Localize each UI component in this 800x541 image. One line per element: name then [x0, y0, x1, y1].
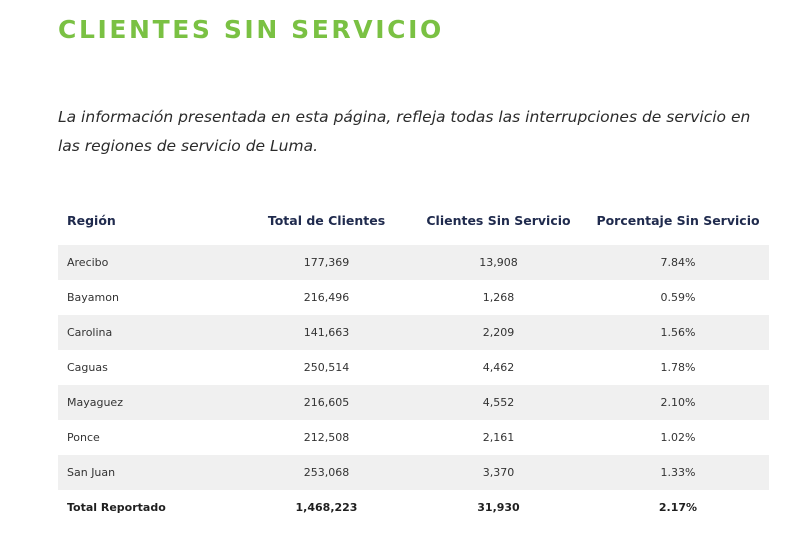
total-label: Total Reportado [58, 490, 243, 525]
cell-porcentaje: 1.78% [660, 361, 696, 374]
cell-clientes-sin-servicio: 13,908 [410, 245, 587, 280]
table-body: Arecibo 177,369 13,908 7.84% Bayamon 216… [58, 245, 769, 525]
cell-region: San Juan [58, 455, 243, 490]
cell-region: Arecibo [58, 245, 243, 280]
cell-total-clientes: 177,369 [243, 245, 410, 280]
cell-region: Mayaguez [58, 385, 243, 420]
cell-region: Carolina [58, 315, 243, 350]
total-row: Total Reportado 1,468,223 31,930 2.17% [58, 490, 769, 525]
cell-clientes-sin-servicio: 1,268 [482, 291, 515, 304]
cell-porcentaje: 7.84% [587, 245, 769, 280]
cell-total-clientes: 253,068 [243, 455, 410, 490]
table-row: Bayamon 216,496 1,268 0.59% [58, 280, 769, 315]
cell-porcentaje: 1.56% [587, 315, 769, 350]
cell-region: Ponce [67, 431, 100, 444]
cell-clientes-sin-servicio: 3,370 [410, 455, 587, 490]
header-porcentaje-sin-servicio: Porcentaje Sin Servicio [596, 212, 760, 228]
cell-total-clientes: 141,663 [243, 315, 410, 350]
header-region: Región [67, 212, 116, 228]
table-row: Carolina 141,663 2,209 1.56% [58, 315, 769, 350]
cell-region: Caguas [67, 361, 108, 374]
cell-total-clientes: 212,508 [303, 431, 350, 444]
header-clientes-sin-servicio: Clientes Sin Servicio [426, 212, 571, 228]
table-row: San Juan 253,068 3,370 1.33% [58, 455, 769, 490]
total-clientes-value: 1,468,223 [243, 490, 410, 525]
cell-region: Bayamon [67, 291, 119, 304]
page-title: CLIENTES SIN SERVICIO [58, 15, 444, 44]
cell-porcentaje: 1.33% [587, 455, 769, 490]
cell-total-clientes: 250,514 [303, 361, 350, 374]
outage-table: Región Total de Clientes Clientes Sin Se… [58, 195, 769, 525]
cell-clientes-sin-servicio: 4,462 [482, 361, 515, 374]
cell-clientes-sin-servicio: 2,161 [482, 431, 515, 444]
cell-total-clientes: 216,496 [303, 291, 350, 304]
table-row: Mayaguez 216,605 4,552 2.10% [58, 385, 769, 420]
table-header: Región Total de Clientes Clientes Sin Se… [58, 195, 769, 245]
total-porcentaje-value: 2.17% [587, 490, 769, 525]
cell-total-clientes: 216,605 [243, 385, 410, 420]
header-row: Región Total de Clientes Clientes Sin Se… [58, 195, 769, 245]
cell-clientes-sin-servicio: 2,209 [410, 315, 587, 350]
intro-text: La información presentada en esta página… [58, 108, 751, 155]
cell-clientes-sin-servicio: 4,552 [410, 385, 587, 420]
table-row: Caguas 250,514 4,462 1.78% [58, 350, 769, 385]
cell-porcentaje: 0.59% [660, 291, 696, 304]
table-row: Arecibo 177,369 13,908 7.84% [58, 245, 769, 280]
header-total-clientes: Total de Clientes [267, 212, 386, 228]
total-sin-servicio-value: 31,930 [410, 490, 587, 525]
table-row: Ponce 212,508 2,161 1.02% [58, 420, 769, 455]
cell-porcentaje: 2.10% [587, 385, 769, 420]
cell-porcentaje: 1.02% [660, 431, 696, 444]
